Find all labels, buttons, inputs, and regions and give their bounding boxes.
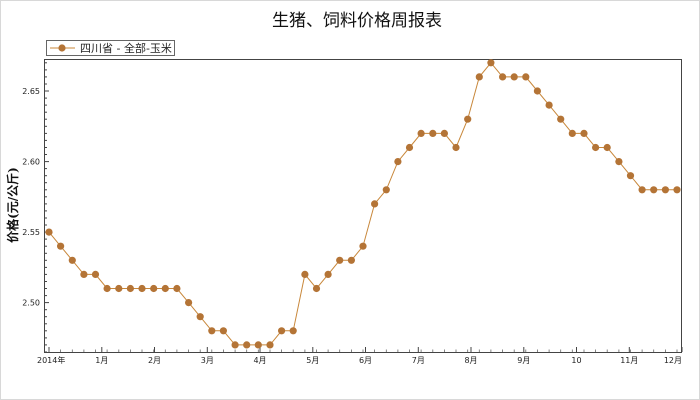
y-axis-label: 价格(元/公斤)	[5, 167, 20, 243]
data-point	[301, 270, 309, 278]
data-point	[336, 256, 344, 264]
data-point	[103, 284, 111, 293]
data-point	[533, 87, 542, 95]
chart-title: 生猪、饲料价格周报表	[272, 11, 442, 31]
legend-box	[46, 40, 175, 56]
y-tick-label: 2.60	[22, 158, 40, 167]
x-tick-label: 8月	[464, 356, 477, 365]
data-point	[138, 284, 146, 293]
data-point	[185, 299, 193, 307]
data-point	[638, 186, 646, 194]
legend-marker-swatch	[58, 44, 66, 52]
data-point	[603, 143, 611, 152]
data-point	[557, 115, 565, 123]
data-point	[592, 143, 600, 152]
data-point	[57, 242, 65, 250]
series-markers	[45, 59, 681, 349]
data-point	[266, 341, 274, 349]
data-point	[324, 270, 332, 278]
data-point	[347, 256, 355, 264]
x-tick-label: 2014年	[37, 355, 65, 365]
y-tick-label: 2.50	[22, 299, 40, 308]
data-point	[650, 186, 658, 194]
data-point	[417, 129, 425, 137]
data-point	[91, 270, 100, 278]
data-point	[208, 327, 216, 335]
data-point	[231, 341, 239, 349]
y-tick-label: 2.55	[22, 228, 40, 237]
data-point	[243, 341, 251, 349]
x-tick-label: 1月	[95, 356, 108, 365]
x-tick-label: 3月	[201, 356, 214, 365]
x-tick-label: 5月	[306, 356, 319, 365]
data-point	[278, 327, 286, 335]
data-point	[440, 129, 448, 137]
y-tick-label: 2.65	[22, 87, 40, 96]
data-point	[382, 186, 390, 194]
data-point	[359, 242, 367, 250]
data-point	[312, 284, 321, 293]
data-point	[626, 172, 635, 180]
plot-area	[44, 59, 682, 353]
data-point	[150, 284, 158, 293]
data-point	[173, 284, 181, 293]
data-point	[115, 284, 123, 293]
data-point	[394, 158, 402, 166]
data-point	[464, 115, 472, 123]
data-point	[499, 73, 507, 81]
x-tick-label: 11月	[620, 356, 638, 365]
data-point	[522, 73, 530, 81]
data-point	[405, 143, 414, 152]
data-point	[161, 284, 169, 293]
x-tick-label: 9月	[517, 356, 530, 365]
x-tick-label: 7月	[412, 356, 425, 365]
data-point	[254, 341, 262, 349]
data-point	[568, 129, 576, 137]
data-point	[510, 73, 518, 81]
data-point	[487, 59, 495, 67]
x-tick-label: 6月	[359, 356, 372, 365]
data-point	[475, 73, 483, 81]
data-point	[452, 143, 460, 152]
data-point	[545, 101, 553, 109]
data-point	[80, 270, 88, 278]
data-point	[45, 228, 53, 236]
data-point	[289, 327, 297, 335]
data-point	[661, 186, 670, 194]
data-point	[219, 327, 227, 335]
data-point	[126, 284, 134, 293]
data-point	[371, 200, 379, 208]
legend-label: 四川省 - 全部-玉米	[80, 41, 172, 55]
data-point	[673, 186, 681, 194]
data-point	[196, 313, 204, 321]
series-layer	[45, 59, 681, 349]
data-point	[580, 129, 588, 137]
x-tick-label: 2月	[148, 356, 161, 365]
data-point	[68, 256, 76, 264]
data-point	[615, 158, 623, 166]
x-tick-label: 10	[571, 356, 581, 365]
data-point	[429, 129, 437, 137]
legend: 四川省 - 全部-玉米	[46, 40, 175, 56]
x-tick-label: 4月	[253, 356, 266, 365]
x-tick-label: 12月	[664, 356, 682, 365]
